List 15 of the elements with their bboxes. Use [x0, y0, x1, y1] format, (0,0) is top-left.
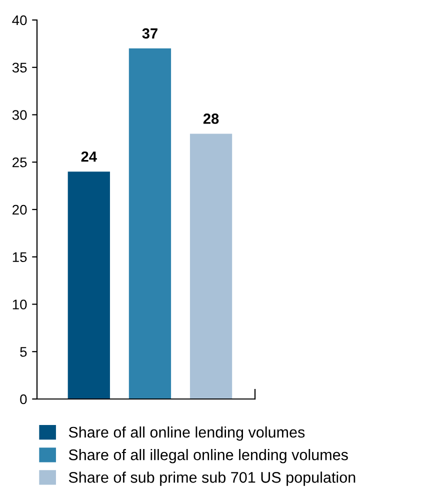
y-tick-label: 15 [12, 252, 27, 262]
y-tick-label: 25 [12, 157, 27, 168]
y-tick-label: 0 [20, 394, 27, 404]
legend-label: Share of all online lending volumes [68, 426, 305, 441]
y-tick-label: 35 [12, 62, 27, 73]
y-tick-label: 20 [12, 204, 27, 215]
y-tick-label: 30 [12, 110, 27, 120]
y-tick-label: 40 [12, 15, 27, 26]
data-label: 37 [142, 28, 158, 39]
legend-label: Share of all illegal online lending volumes [68, 449, 348, 464]
y-tick-label: 5 [20, 347, 27, 357]
legend-label: Share of sub prime sub 701 US population [68, 472, 356, 486]
y-tick-label: 10 [12, 300, 27, 310]
data-label: 28 [203, 114, 219, 124]
data-label: 24 [81, 151, 97, 162]
